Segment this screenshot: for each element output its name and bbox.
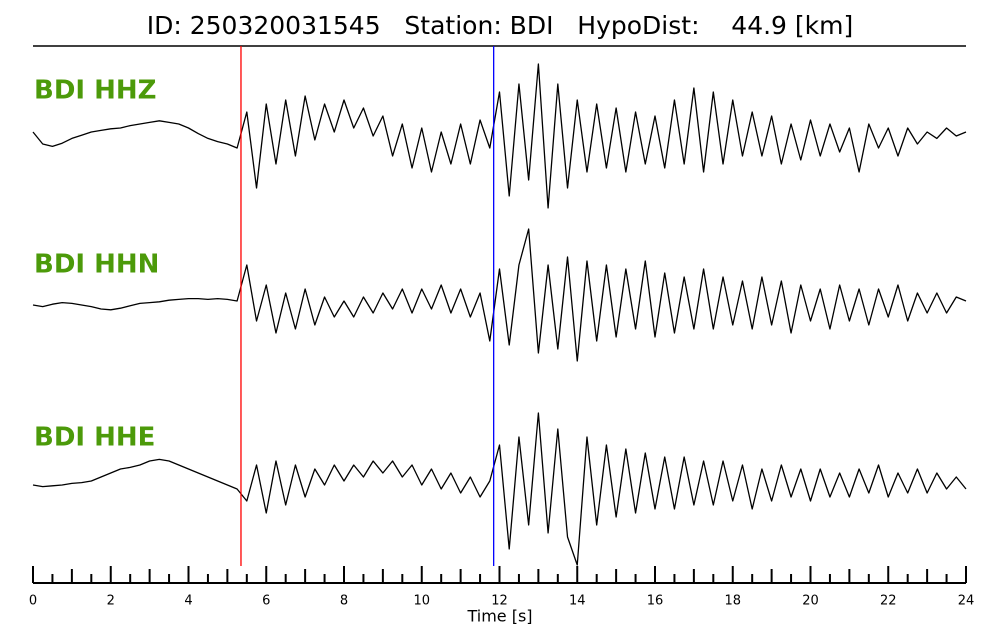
trace-label: BDI HHN xyxy=(34,250,159,280)
x-tick-label: 4 xyxy=(184,594,192,609)
x-tick-label: 12 xyxy=(491,594,508,609)
x-tick-label: 10 xyxy=(413,594,430,609)
x-tick-label: 6 xyxy=(262,594,270,609)
trace-label: BDI HHE xyxy=(34,423,155,453)
x-tick-label: 24 xyxy=(958,594,975,609)
x-tick-label: 16 xyxy=(647,594,664,609)
trace xyxy=(32,228,967,362)
x-tick-label: 2 xyxy=(107,594,115,609)
chart-title: ID: 250320031545 Station: BDI HypoDist: … xyxy=(147,11,854,40)
trace-label: BDI HHZ xyxy=(34,76,157,106)
trace xyxy=(32,412,967,566)
x-tick-label: 22 xyxy=(880,594,897,609)
x-tick-label: 20 xyxy=(802,594,819,609)
trace xyxy=(32,63,967,209)
x-tick-label: 14 xyxy=(569,594,586,609)
x-tick-label: 18 xyxy=(724,594,741,609)
x-tick-label: 0 xyxy=(29,594,37,609)
x-axis-label: Time [s] xyxy=(466,607,532,626)
x-tick-label: 8 xyxy=(340,594,348,609)
